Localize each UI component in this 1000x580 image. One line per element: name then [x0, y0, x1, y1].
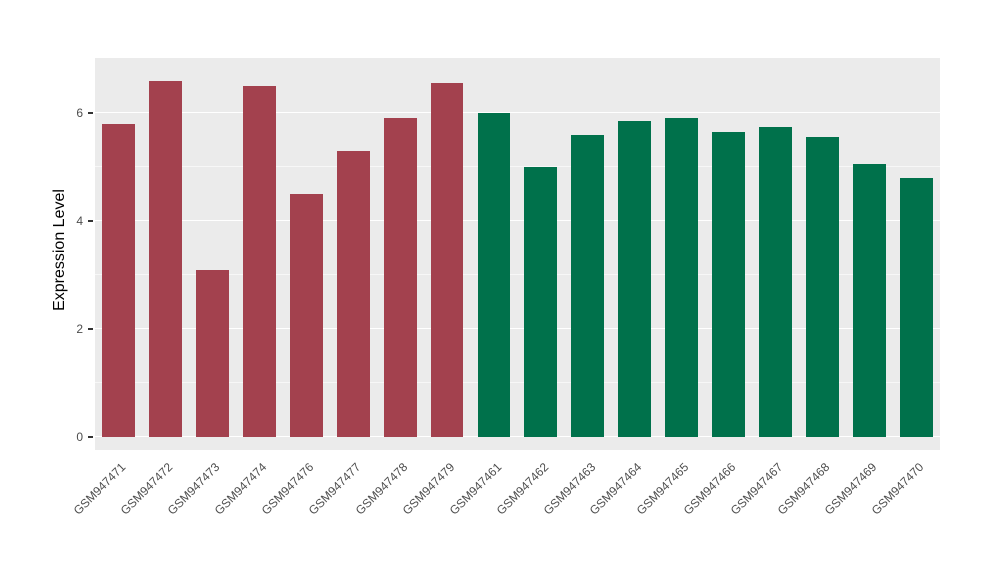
bar-GSM947477 [336, 150, 370, 437]
bar-GSM947468 [806, 137, 839, 437]
bar-slot [471, 113, 518, 437]
bar-slot [189, 269, 236, 437]
bar-GSM947473 [195, 269, 229, 437]
minor-gridline [95, 274, 940, 275]
major-gridline [95, 219, 940, 221]
y-tick-mark-6 [88, 112, 93, 114]
bar-GSM947474 [242, 86, 276, 437]
bar-GSM947462 [524, 167, 558, 437]
bar-GSM947471 [102, 123, 135, 437]
bar-slot [236, 86, 283, 437]
bar-slot [564, 134, 611, 437]
major-gridline [95, 435, 940, 437]
major-gridline [95, 111, 940, 113]
bar-GSM947472 [148, 80, 182, 437]
plot-panel [95, 58, 940, 450]
bar-GSM947463 [571, 134, 605, 437]
x-axis-labels: GSM947471 GSM947472 GSM947473 GSM947474 GSM9… [71, 450, 940, 560]
minor-gridline [95, 382, 940, 383]
bar-slot [799, 137, 846, 437]
y-tick-label-4: 4 [76, 214, 83, 228]
bar-slot [705, 131, 752, 437]
bars [95, 58, 940, 450]
bar-slot [424, 83, 471, 437]
bar-GSM947479 [430, 83, 464, 437]
bar-slot [846, 164, 893, 437]
y-tick-label-0: 0 [76, 430, 83, 444]
bar-GSM947469 [853, 164, 886, 437]
y-tick-mark-0 [88, 436, 93, 438]
bar-GSM947467 [759, 126, 793, 437]
bar-GSM947461 [477, 113, 511, 437]
y-tick-mark-2 [88, 328, 93, 330]
bar-GSM947478 [383, 118, 417, 437]
bar-slot [517, 167, 564, 437]
bar-GSM947470 [899, 177, 933, 437]
bar-slot [658, 118, 705, 437]
minor-gridline [95, 166, 940, 167]
bar-slot [95, 123, 142, 437]
y-axis-title: Expression Level [51, 189, 68, 311]
y-tick-label-6: 6 [76, 106, 83, 120]
bar-GSM947464 [618, 121, 652, 437]
bar-slot [283, 194, 330, 437]
bar-slot [893, 177, 940, 437]
y-tick-mark-4 [88, 220, 93, 222]
bar-slot [377, 118, 424, 437]
major-gridline [95, 327, 940, 329]
bar-GSM947465 [665, 118, 699, 437]
bar-GSM947466 [712, 131, 746, 437]
bar-GSM947476 [289, 194, 323, 437]
bar-slot [611, 121, 658, 437]
gridlines [95, 58, 940, 450]
bar-slot [752, 126, 799, 437]
y-tick-label-2: 2 [76, 322, 83, 336]
bar-slot [142, 80, 189, 437]
bar-slot [330, 150, 377, 437]
